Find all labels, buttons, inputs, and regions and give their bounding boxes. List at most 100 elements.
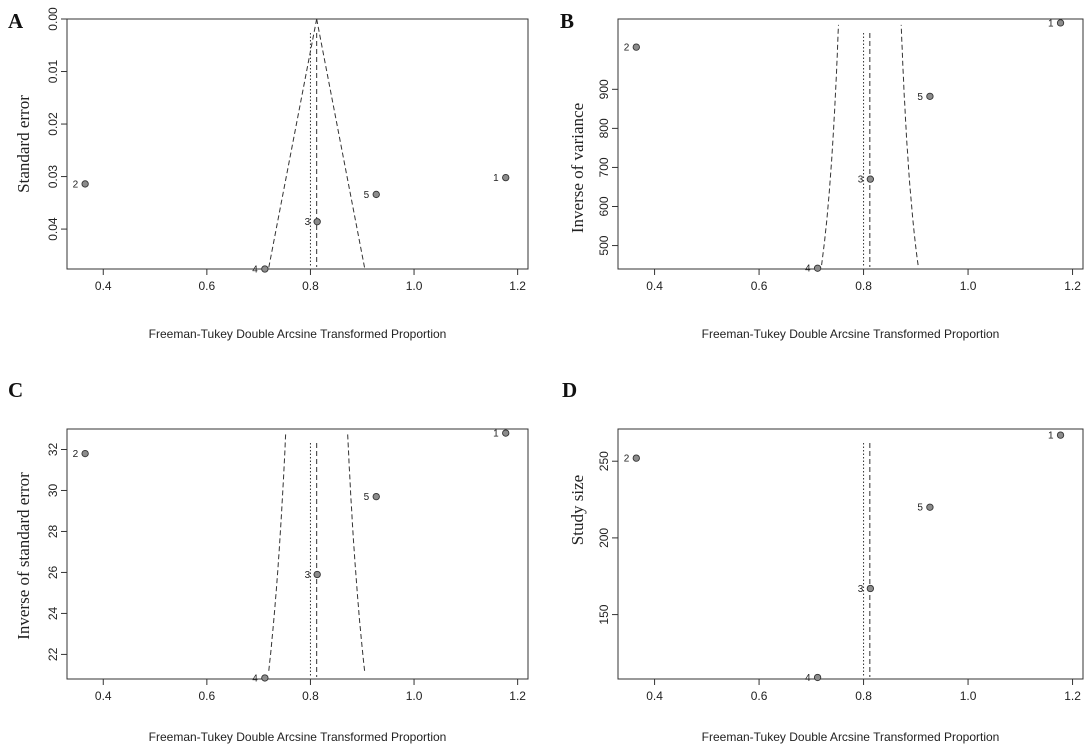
panel-c-x-tick-label: 0.4 xyxy=(95,689,112,703)
panel-b-x-tick-label: 0.4 xyxy=(646,279,663,293)
panel-c-x-tick-label: 1.0 xyxy=(406,689,423,703)
panel-c-y-tick-label: 28 xyxy=(46,524,60,538)
panel-a-x-tick-label: 1.0 xyxy=(406,279,423,293)
panel-d-x-tick-label: 0.4 xyxy=(646,689,663,703)
panel-b-study-label-1: 1 xyxy=(1048,18,1054,29)
panel-a-y-tick-label: 0.04 xyxy=(46,217,60,241)
panel-b-y-tick-label: 800 xyxy=(597,118,611,138)
panel-c-funnel-right-boundary xyxy=(347,433,366,671)
panel-a-study-label-4: 4 xyxy=(252,265,258,276)
panel-d-study-label-3: 3 xyxy=(858,584,864,595)
panel-d-x-tick-label: 1.2 xyxy=(1064,689,1081,703)
panel-d-study-label-2: 2 xyxy=(624,454,630,465)
panel-a-study-point-1 xyxy=(502,173,510,182)
panel-a-x-tick-label: 0.8 xyxy=(302,279,319,293)
panel-d-study-point-3 xyxy=(866,584,875,593)
panel-a-x-tick-label: 0.6 xyxy=(199,279,216,293)
panel-d-study-point-1 xyxy=(1056,431,1065,439)
panel-c-study-point-2 xyxy=(81,449,89,458)
panel-d-study-point-2 xyxy=(632,454,640,462)
panel-b-study-point-3 xyxy=(866,175,875,183)
panel-d-y-axis-label: Study size xyxy=(568,475,587,545)
panel-a-plot: 0.4 0.6 0.8 1.0 1.2 0.00 0.01 0.02 0.03 0.04 Freem… xyxy=(14,7,529,341)
panel-d-x-tick-label: 0.6 xyxy=(751,689,768,703)
panel-c-y-tick-label: 32 xyxy=(46,442,60,456)
panel-b-y-tick-label: 600 xyxy=(597,196,611,216)
panel-b-plot: 0.4 0.6 0.8 1.0 1.2 500 600 700 800 900 Freeman-Tu… xyxy=(568,18,1084,341)
panel-a-x-tick-label: 0.4 xyxy=(95,279,112,293)
panel-a-funnel-left-boundary xyxy=(268,18,318,270)
panel-a-study-label-3: 3 xyxy=(305,217,311,228)
panel-a-study-point-2 xyxy=(81,180,89,188)
panel-c-study-label-2: 2 xyxy=(73,449,79,460)
panel-b-x-axis-label: Freeman-Tukey Double Arcsine Transformed… xyxy=(702,327,1000,341)
panel-a-study-point-5 xyxy=(372,190,380,199)
panel-d-study-label-5: 5 xyxy=(917,503,923,514)
panel-b-study-label-2: 2 xyxy=(624,43,630,54)
panel-a-x-tick-label: 1.2 xyxy=(509,279,526,293)
panel-c-study-point-4 xyxy=(261,674,269,682)
panel-d-x-axis-label: Freeman-Tukey Double Arcsine Transformed… xyxy=(702,730,1000,744)
panel-d-study-point-5 xyxy=(926,503,934,511)
panel-b-study-point-5 xyxy=(926,92,934,100)
panel-d-plot: 0.4 0.6 0.8 1.0 1.2 150 200 250 Freeman-Tukey Do… xyxy=(568,428,1084,744)
panel-a-funnel-right-boundary xyxy=(316,18,366,270)
panel-c-study-label-1: 1 xyxy=(493,429,499,440)
panel-c-x-tick-label: 0.8 xyxy=(302,689,319,703)
panel-a-study-label-5: 5 xyxy=(364,190,370,201)
panel-b-plot-frame xyxy=(617,18,1084,270)
panel-c-study-label-5: 5 xyxy=(364,492,370,503)
panel-a-y-tick-label: 0.01 xyxy=(46,60,60,84)
panel-c-study-point-1 xyxy=(502,429,510,437)
panel-b-study-label-4: 4 xyxy=(805,264,811,275)
panel-d-y-tick-label: 150 xyxy=(597,604,611,624)
panel-a-study-point-3 xyxy=(313,218,321,226)
panel-a-study-label-1: 1 xyxy=(493,173,499,184)
panel-c-x-axis-label: Freeman-Tukey Double Arcsine Transformed… xyxy=(149,730,447,744)
panel-letter-a: A xyxy=(8,9,24,33)
panel-b-study-label-5: 5 xyxy=(917,92,923,103)
panel-letter-b: B xyxy=(560,9,574,33)
panel-d-y-tick-label: 200 xyxy=(597,528,611,548)
panel-b-x-tick-label: 0.6 xyxy=(751,279,768,293)
panel-b-y-tick-label: 900 xyxy=(597,79,611,99)
panel-a-y-tick-label: 0.00 xyxy=(46,7,60,31)
panel-c-y-tick-label: 26 xyxy=(46,565,60,579)
panel-c-funnel-left-boundary xyxy=(268,433,287,671)
panel-c-x-tick-label: 1.2 xyxy=(509,689,526,703)
panel-b-x-tick-label: 1.0 xyxy=(960,279,977,293)
panel-b-study-point-4 xyxy=(813,264,822,272)
panel-a-y-tick-label: 0.02 xyxy=(46,112,60,136)
panel-a-y-tick-label: 0.03 xyxy=(46,165,60,189)
panel-d-x-tick-label: 0.8 xyxy=(855,689,872,703)
panel-b-x-tick-label: 1.2 xyxy=(1064,279,1081,293)
panel-c-x-tick-label: 0.6 xyxy=(199,689,216,703)
panel-c-study-label-4: 4 xyxy=(252,673,258,684)
panel-d-plot-frame xyxy=(617,428,1084,680)
panel-b-y-tick-label: 700 xyxy=(597,157,611,177)
panel-c-y-tick-label: 22 xyxy=(46,647,60,661)
panel-b-x-tick-label: 0.8 xyxy=(855,279,872,293)
panel-a-y-axis-label: Standard error xyxy=(14,95,33,193)
panel-a-study-label-2: 2 xyxy=(73,179,79,190)
panel-b-study-point-2 xyxy=(632,43,640,51)
panel-d-study-point-4 xyxy=(813,673,822,682)
panel-c-study-point-5 xyxy=(372,492,380,501)
panel-c-y-tick-label: 24 xyxy=(46,606,60,620)
panel-c-study-label-3: 3 xyxy=(305,570,311,581)
panel-c-plot-frame xyxy=(66,428,529,680)
panel-d-study-label-1: 1 xyxy=(1048,431,1054,442)
panel-a-study-point-4 xyxy=(261,265,269,273)
panel-a-plot-frame xyxy=(66,18,529,270)
panel-c-y-tick-label: 30 xyxy=(46,483,60,497)
panel-b-study-point-1 xyxy=(1056,19,1065,27)
panel-letter-d: D xyxy=(562,378,577,402)
panel-d-x-tick-label: 1.0 xyxy=(960,689,977,703)
panel-b-funnel-left-boundary xyxy=(821,24,839,266)
panel-b-study-label-3: 3 xyxy=(858,175,864,186)
panel-c-y-axis-label: Inverse of standard error xyxy=(14,472,33,640)
panel-a-x-axis-label: Freeman-Tukey Double Arcsine Transformed… xyxy=(149,327,447,341)
panel-c-plot: 0.4 0.6 0.8 1.0 1.2222426283032Freeman-Tukey… xyxy=(14,428,529,744)
panel-d-study-label-4: 4 xyxy=(805,673,811,684)
